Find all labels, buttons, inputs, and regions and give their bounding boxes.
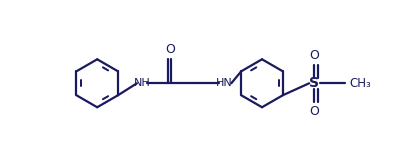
Text: HN: HN xyxy=(215,78,232,88)
Text: S: S xyxy=(309,76,319,90)
Text: O: O xyxy=(309,49,319,62)
Text: CH₃: CH₃ xyxy=(348,77,370,90)
Text: O: O xyxy=(165,43,175,56)
Text: NH: NH xyxy=(133,78,150,88)
Text: O: O xyxy=(309,105,319,118)
